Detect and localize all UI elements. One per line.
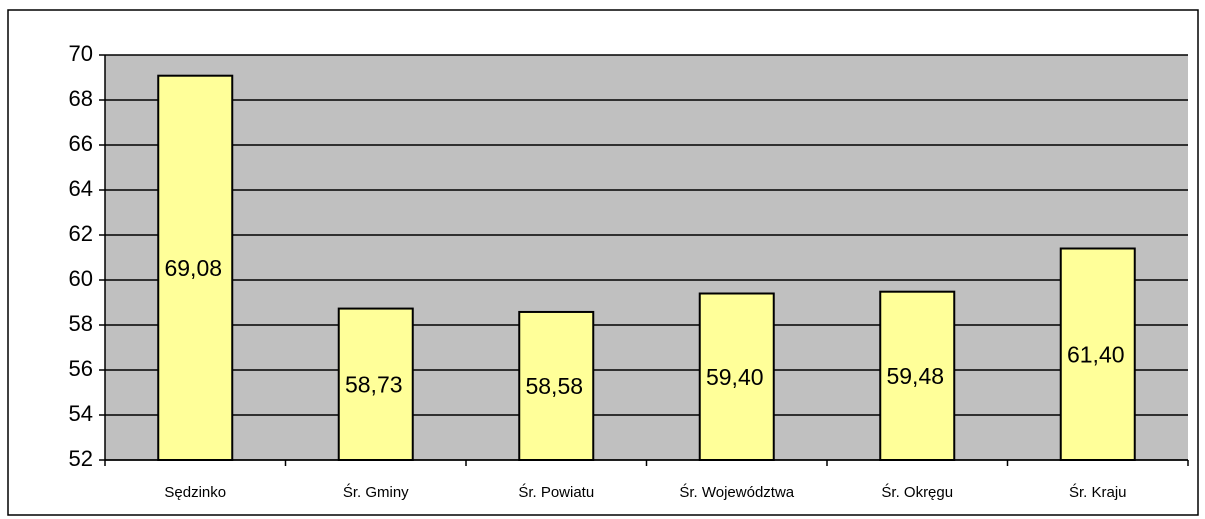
x-tick-label: Sędzinko xyxy=(164,484,226,501)
x-tick-label: Śr. Województwa xyxy=(679,483,794,501)
x-tick-label: Śr. Gminy xyxy=(343,483,409,501)
y-tick-label: 58 xyxy=(69,311,93,336)
data-label: 61,40 xyxy=(1067,341,1125,367)
y-tick-label: 52 xyxy=(69,446,93,471)
bar xyxy=(518,310,595,462)
x-tick-label: Śr. Kraju xyxy=(1069,483,1127,501)
x-tick-label: Śr. Powiatu xyxy=(518,483,594,501)
data-label: 59,48 xyxy=(886,363,944,389)
y-tick-label: 54 xyxy=(69,401,93,426)
bar xyxy=(1059,247,1136,461)
data-label: 69,08 xyxy=(164,255,222,281)
y-tick-label: 62 xyxy=(69,221,93,246)
y-tick-label: 68 xyxy=(69,86,93,111)
x-tick-label: Śr. Okręgu xyxy=(881,483,953,501)
data-label: 58,73 xyxy=(345,371,403,397)
bar xyxy=(698,292,775,461)
frame xyxy=(7,9,1199,516)
bar xyxy=(157,74,234,461)
data-label: 58,58 xyxy=(525,373,583,399)
plot-area xyxy=(105,55,1188,460)
bar xyxy=(879,290,956,462)
bar xyxy=(337,307,414,462)
y-tick-label: 56 xyxy=(69,356,93,381)
y-tick-label: 60 xyxy=(69,266,93,291)
data-label: 59,40 xyxy=(706,364,764,390)
y-tick-label: 66 xyxy=(69,131,93,156)
y-tick-label: 64 xyxy=(69,176,93,201)
y-tick-label: 70 xyxy=(69,41,93,66)
